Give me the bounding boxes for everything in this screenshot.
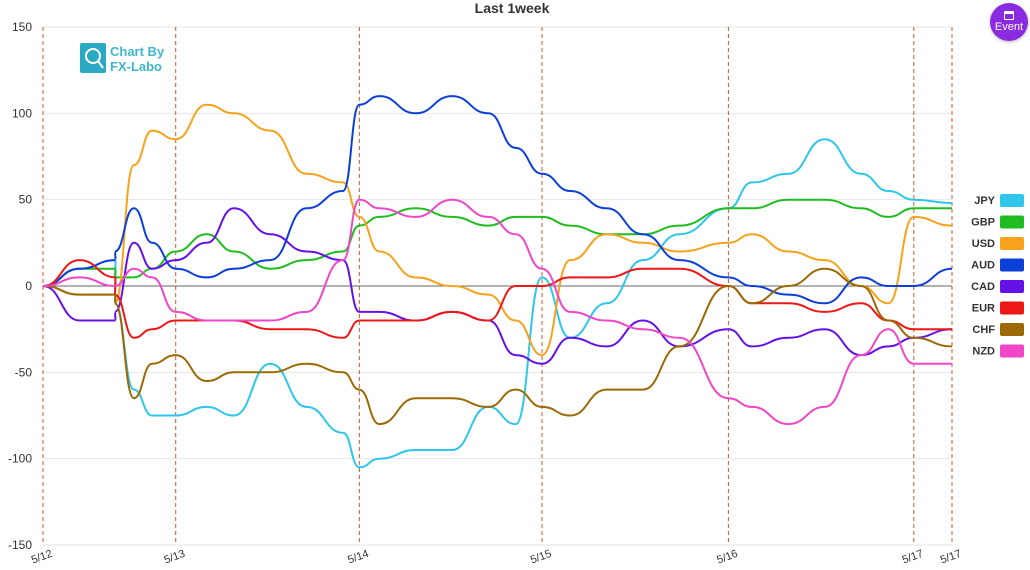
magnifier-icon bbox=[85, 48, 101, 64]
legend-label-chf: CHF bbox=[972, 324, 995, 336]
x-tick-label: 5/17 bbox=[901, 548, 925, 567]
legend-label-aud: AUD bbox=[971, 260, 995, 272]
legend-label-nzd: NZD bbox=[972, 346, 995, 358]
y-axis-ticks: 150 100 50 0 -50 -100 -150 bbox=[8, 20, 32, 552]
grid-lines bbox=[43, 26, 952, 546]
legend-swatch-aud[interactable] bbox=[1000, 258, 1024, 272]
legend-label-usd: USD bbox=[972, 238, 995, 250]
logo-line1: Chart By bbox=[110, 44, 165, 59]
y-tick-label: 100 bbox=[12, 106, 32, 120]
chart-title: Last 1week bbox=[475, 0, 550, 16]
logo-icon bbox=[80, 43, 106, 73]
legend-label-eur: EUR bbox=[972, 303, 995, 315]
series-line-eur bbox=[42, 259, 952, 339]
legend-swatch-gbp[interactable] bbox=[1000, 215, 1024, 229]
x-tick-label: 5/16 bbox=[715, 548, 739, 567]
legend-swatch-chf[interactable] bbox=[1000, 323, 1024, 336]
legend-swatch-usd[interactable] bbox=[1000, 237, 1024, 250]
y-tick-label: -50 bbox=[15, 365, 33, 379]
legend-swatch-cad[interactable] bbox=[1000, 280, 1024, 293]
x-tick-label: 5/17 bbox=[939, 548, 963, 567]
legend: JPY GBP USD AUD CAD EUR CHF NZD bbox=[971, 194, 1024, 358]
y-tick-label: 50 bbox=[19, 193, 33, 207]
event-button-label: Event bbox=[994, 21, 1024, 33]
legend-swatch-nzd[interactable] bbox=[1000, 344, 1024, 358]
series-line-chf bbox=[42, 267, 953, 426]
series-line-nzd bbox=[42, 198, 952, 426]
x-tick-label: 5/12 bbox=[30, 548, 54, 567]
legend-label-gbp: GBP bbox=[971, 217, 995, 229]
y-tick-label: 0 bbox=[25, 279, 32, 293]
event-button[interactable]: Event bbox=[990, 3, 1028, 41]
legend-swatch-jpy[interactable] bbox=[1000, 194, 1024, 207]
calendar-icon bbox=[1004, 11, 1014, 20]
legend-label-cad: CAD bbox=[971, 281, 995, 293]
series-line-jpy bbox=[42, 138, 953, 469]
legend-label-jpy: JPY bbox=[974, 195, 995, 207]
x-axis-ticks: 5/12 5/13 5/14 5/15 5/16 5/17 5/17 bbox=[30, 548, 963, 567]
logo-line2: FX-Labo bbox=[110, 59, 162, 74]
series-line-usd bbox=[42, 103, 953, 357]
x-tick-label: 5/13 bbox=[163, 548, 187, 567]
series-line-gbp bbox=[42, 198, 952, 287]
series-lines bbox=[42, 95, 953, 469]
legend-swatch-eur[interactable] bbox=[1000, 301, 1024, 315]
y-tick-label: 150 bbox=[12, 20, 32, 34]
y-tick-label: -100 bbox=[8, 452, 32, 466]
fx-labo-logo: Chart By FX-Labo bbox=[80, 43, 165, 74]
y-tick-label: -150 bbox=[8, 538, 32, 552]
series-line-aud bbox=[42, 95, 953, 305]
x-tick-label: 5/15 bbox=[529, 548, 553, 567]
x-tick-label: 5/14 bbox=[346, 548, 370, 567]
